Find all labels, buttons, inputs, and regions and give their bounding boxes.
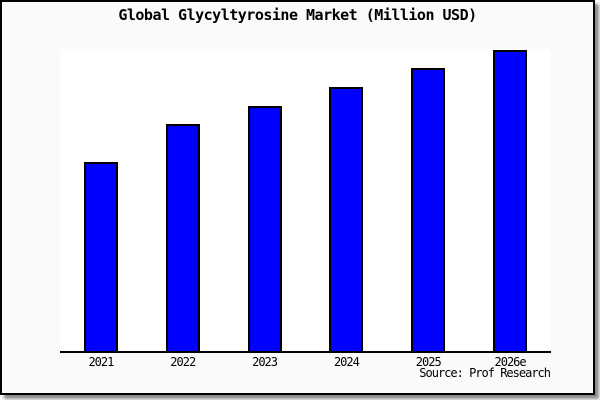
x-tick-label-2022: 2022 [170, 355, 196, 369]
bar-2021 [83, 162, 118, 351]
bar-2022 [165, 124, 200, 351]
bar-2025 [411, 68, 446, 351]
chart-figure: Global Glycyltyrosine Market (Million US… [0, 0, 595, 395]
x-tick-label-2023: 2023 [252, 355, 278, 369]
x-tick-label-2025: 2025 [415, 355, 442, 369]
x-tick-label-2024: 2024 [333, 355, 360, 369]
bar-2023 [247, 106, 282, 351]
x-tick-label-2021: 2021 [88, 355, 114, 369]
bar-2026e [493, 50, 528, 351]
x-tick-label-2026e: 2026e [494, 355, 527, 369]
source-note: Source: Prof Research [419, 366, 551, 380]
plot-area [60, 49, 551, 353]
chart-title: Global Glycyltyrosine Market (Million US… [118, 6, 477, 24]
bar-2024 [329, 87, 364, 351]
